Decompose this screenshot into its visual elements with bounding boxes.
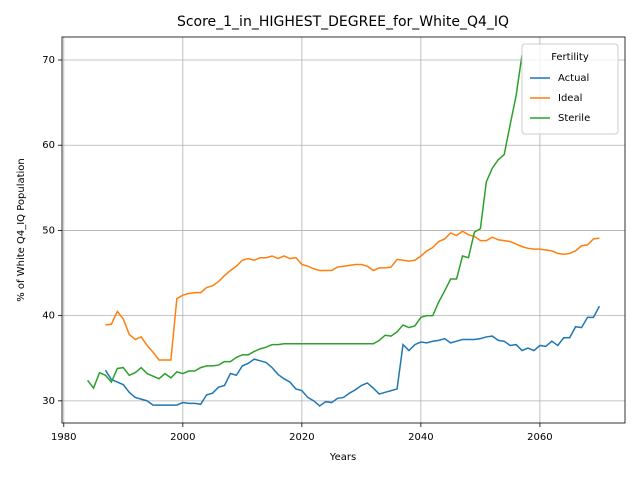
legend-label: Ideal — [558, 93, 582, 104]
y-tick-label: 30 — [42, 396, 55, 407]
line-series — [104, 305, 601, 407]
y-tick-label: 40 — [42, 311, 55, 322]
x-tick-label: 1980 — [51, 432, 76, 443]
line-series — [86, 54, 523, 390]
plot-frame — [61, 36, 626, 424]
chart-title: Score_1_in_HIGHEST_DEGREE_for_White_Q4_I… — [177, 14, 509, 30]
legend-box — [521, 43, 619, 135]
legend-title: Fertility — [551, 52, 589, 63]
x-tick-label: 2020 — [289, 432, 314, 443]
x-tick-label: 2040 — [408, 432, 433, 443]
y-tick-label: 60 — [42, 140, 55, 151]
x-axis-label: Years — [329, 452, 356, 463]
line-series — [105, 230, 600, 361]
legend-label: Actual — [558, 73, 589, 84]
x-tick-label: 2000 — [170, 432, 195, 443]
y-tick-label: 50 — [42, 225, 55, 236]
y-tick-label: 70 — [42, 55, 55, 66]
y-axis-label: % of White Q4_IQ Population — [16, 158, 27, 302]
legend-label: Sterile — [558, 113, 590, 124]
x-tick-label: 2060 — [527, 432, 552, 443]
